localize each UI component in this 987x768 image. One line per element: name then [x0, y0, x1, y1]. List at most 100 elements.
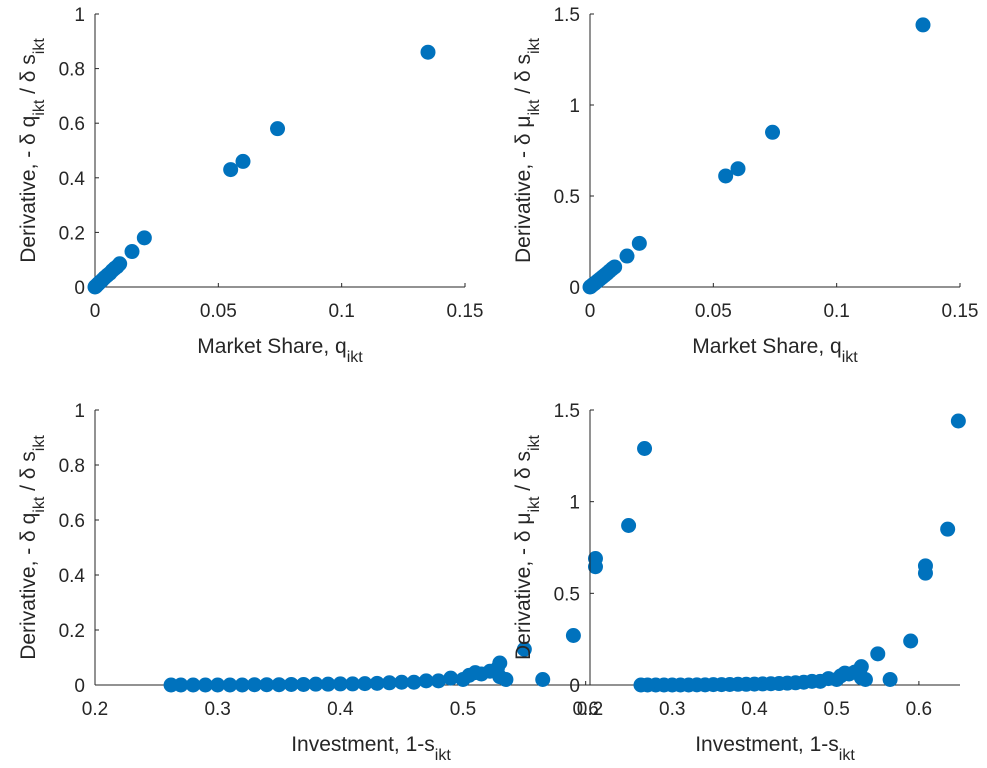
data-point [633, 677, 649, 693]
y-tick-label: 0 [569, 278, 580, 299]
y-tick-label: 0.2 [59, 223, 85, 244]
y-tick-label: 0.5 [554, 584, 580, 605]
data-point [455, 672, 471, 687]
data-point [430, 673, 446, 689]
data-point [283, 676, 299, 692]
y-axis-label: Derivative, - δ μikt / δ sikt [512, 37, 543, 263]
y-tick-label: 1 [569, 96, 580, 117]
data-point [730, 161, 746, 177]
y-axis-label: Derivative, - δ μikt / δ sikt [512, 434, 543, 660]
y-tick-label: 0.8 [59, 456, 85, 477]
x-tick-label: 0.4 [327, 699, 354, 720]
data-point [124, 244, 140, 260]
x-tick-label: 0.1 [823, 301, 849, 322]
data-point [498, 672, 514, 687]
y-tick-label: 0.8 [59, 60, 85, 81]
y-axis-label: Derivative, - δ qikt / δ sikt [17, 435, 48, 660]
data-point [87, 279, 103, 295]
x-tick-label: 0.4 [741, 699, 768, 720]
y-tick-label: 0.6 [59, 114, 85, 135]
panel-bottom-left: 0.2 0.3 0.4 0.5 0.600.20.40.60.81Investment,… [17, 401, 653, 764]
data-point [718, 168, 734, 184]
data-point [870, 646, 886, 662]
data-point [210, 677, 226, 693]
data-point [765, 124, 781, 140]
y-tick-label: 0.4 [59, 169, 86, 190]
data-point [246, 677, 262, 693]
data-point [882, 672, 898, 687]
x-tick-label: 0.05 [695, 301, 732, 322]
data-point [535, 672, 551, 687]
x-tick-label: 0 [585, 301, 596, 322]
y-tick-label: 0 [74, 278, 85, 299]
y-tick-label: 0.6 [59, 511, 85, 532]
data-point [915, 17, 931, 33]
data-point [235, 153, 251, 169]
x-tick-label: 0.15 [447, 301, 484, 322]
data-point [565, 628, 581, 643]
data-point [631, 235, 647, 251]
x-axis-label: Investment, 1-sikt [695, 733, 855, 764]
x-tick-label: 0.3 [204, 699, 230, 720]
x-tick-label: 0.5 [823, 699, 849, 720]
data-point [381, 675, 397, 691]
y-tick-label: 1 [74, 5, 85, 26]
data-point [270, 121, 286, 137]
x-axis-label: Investment, 1-sikt [291, 733, 451, 764]
data-point [857, 672, 873, 687]
y-tick-label: 0 [569, 676, 580, 697]
y-tick-label: 0 [74, 676, 85, 697]
y-tick-label: 0.4 [59, 566, 86, 587]
data-point [234, 677, 250, 693]
data-point [185, 677, 201, 693]
data-point [369, 675, 385, 691]
data-point [516, 641, 532, 657]
data-point [320, 676, 336, 692]
data-point [296, 676, 312, 692]
data-point [345, 676, 361, 692]
y-tick-label: 0.2 [59, 621, 85, 642]
x-tick-label: 0.05 [200, 301, 237, 322]
data-point [619, 248, 635, 264]
data-point [259, 677, 275, 693]
x-tick-label: 0.2 [82, 699, 108, 720]
x-tick-label: 0.5 [450, 699, 476, 720]
data-point [136, 230, 152, 246]
panel-top-right: 0 0.05 0.1 0.15 0 0.5 1 1.5 Market Share, qikt De… [512, 5, 978, 366]
y-tick-label: 0.5 [554, 187, 580, 208]
data-point [903, 633, 919, 649]
x-tick-label: 0.1 [328, 301, 354, 322]
panel-top-left: 0 0.05 0.1 0.15 0 0.2 0.4 0.6 0.8 1 Market Share, … [17, 5, 483, 366]
x-tick-label: 0.6 [906, 699, 932, 720]
data-point [637, 441, 653, 456]
data-point [394, 674, 410, 690]
data-point [420, 44, 436, 60]
data-point [917, 565, 933, 581]
x-tick-label: 0.6 [572, 699, 598, 720]
x-axis-label: Market Share, qikt [197, 335, 363, 366]
data-point [332, 676, 348, 692]
data-point [197, 677, 213, 693]
data-point [418, 673, 434, 689]
data-point [940, 521, 956, 537]
data-point [443, 670, 459, 686]
x-axis-label: Market Share, qikt [692, 335, 858, 366]
y-tick-label: 1.5 [554, 5, 580, 26]
data-point [950, 413, 966, 429]
data-point [223, 162, 239, 178]
x-tick-label: 0.15 [942, 301, 979, 322]
y-axis-label: Derivative, - δ qikt / δ sikt [17, 38, 48, 263]
data-point [621, 518, 637, 533]
y-tick-label: 1 [74, 401, 85, 422]
data-point [582, 279, 598, 295]
data-point [406, 674, 422, 690]
data-point [271, 677, 287, 693]
x-tick-label: 0.2 [577, 699, 603, 720]
data-point [163, 677, 179, 693]
data-point [308, 676, 324, 692]
data-point [222, 677, 238, 693]
x-tick-label: 0.3 [659, 699, 685, 720]
data-point [357, 676, 373, 692]
